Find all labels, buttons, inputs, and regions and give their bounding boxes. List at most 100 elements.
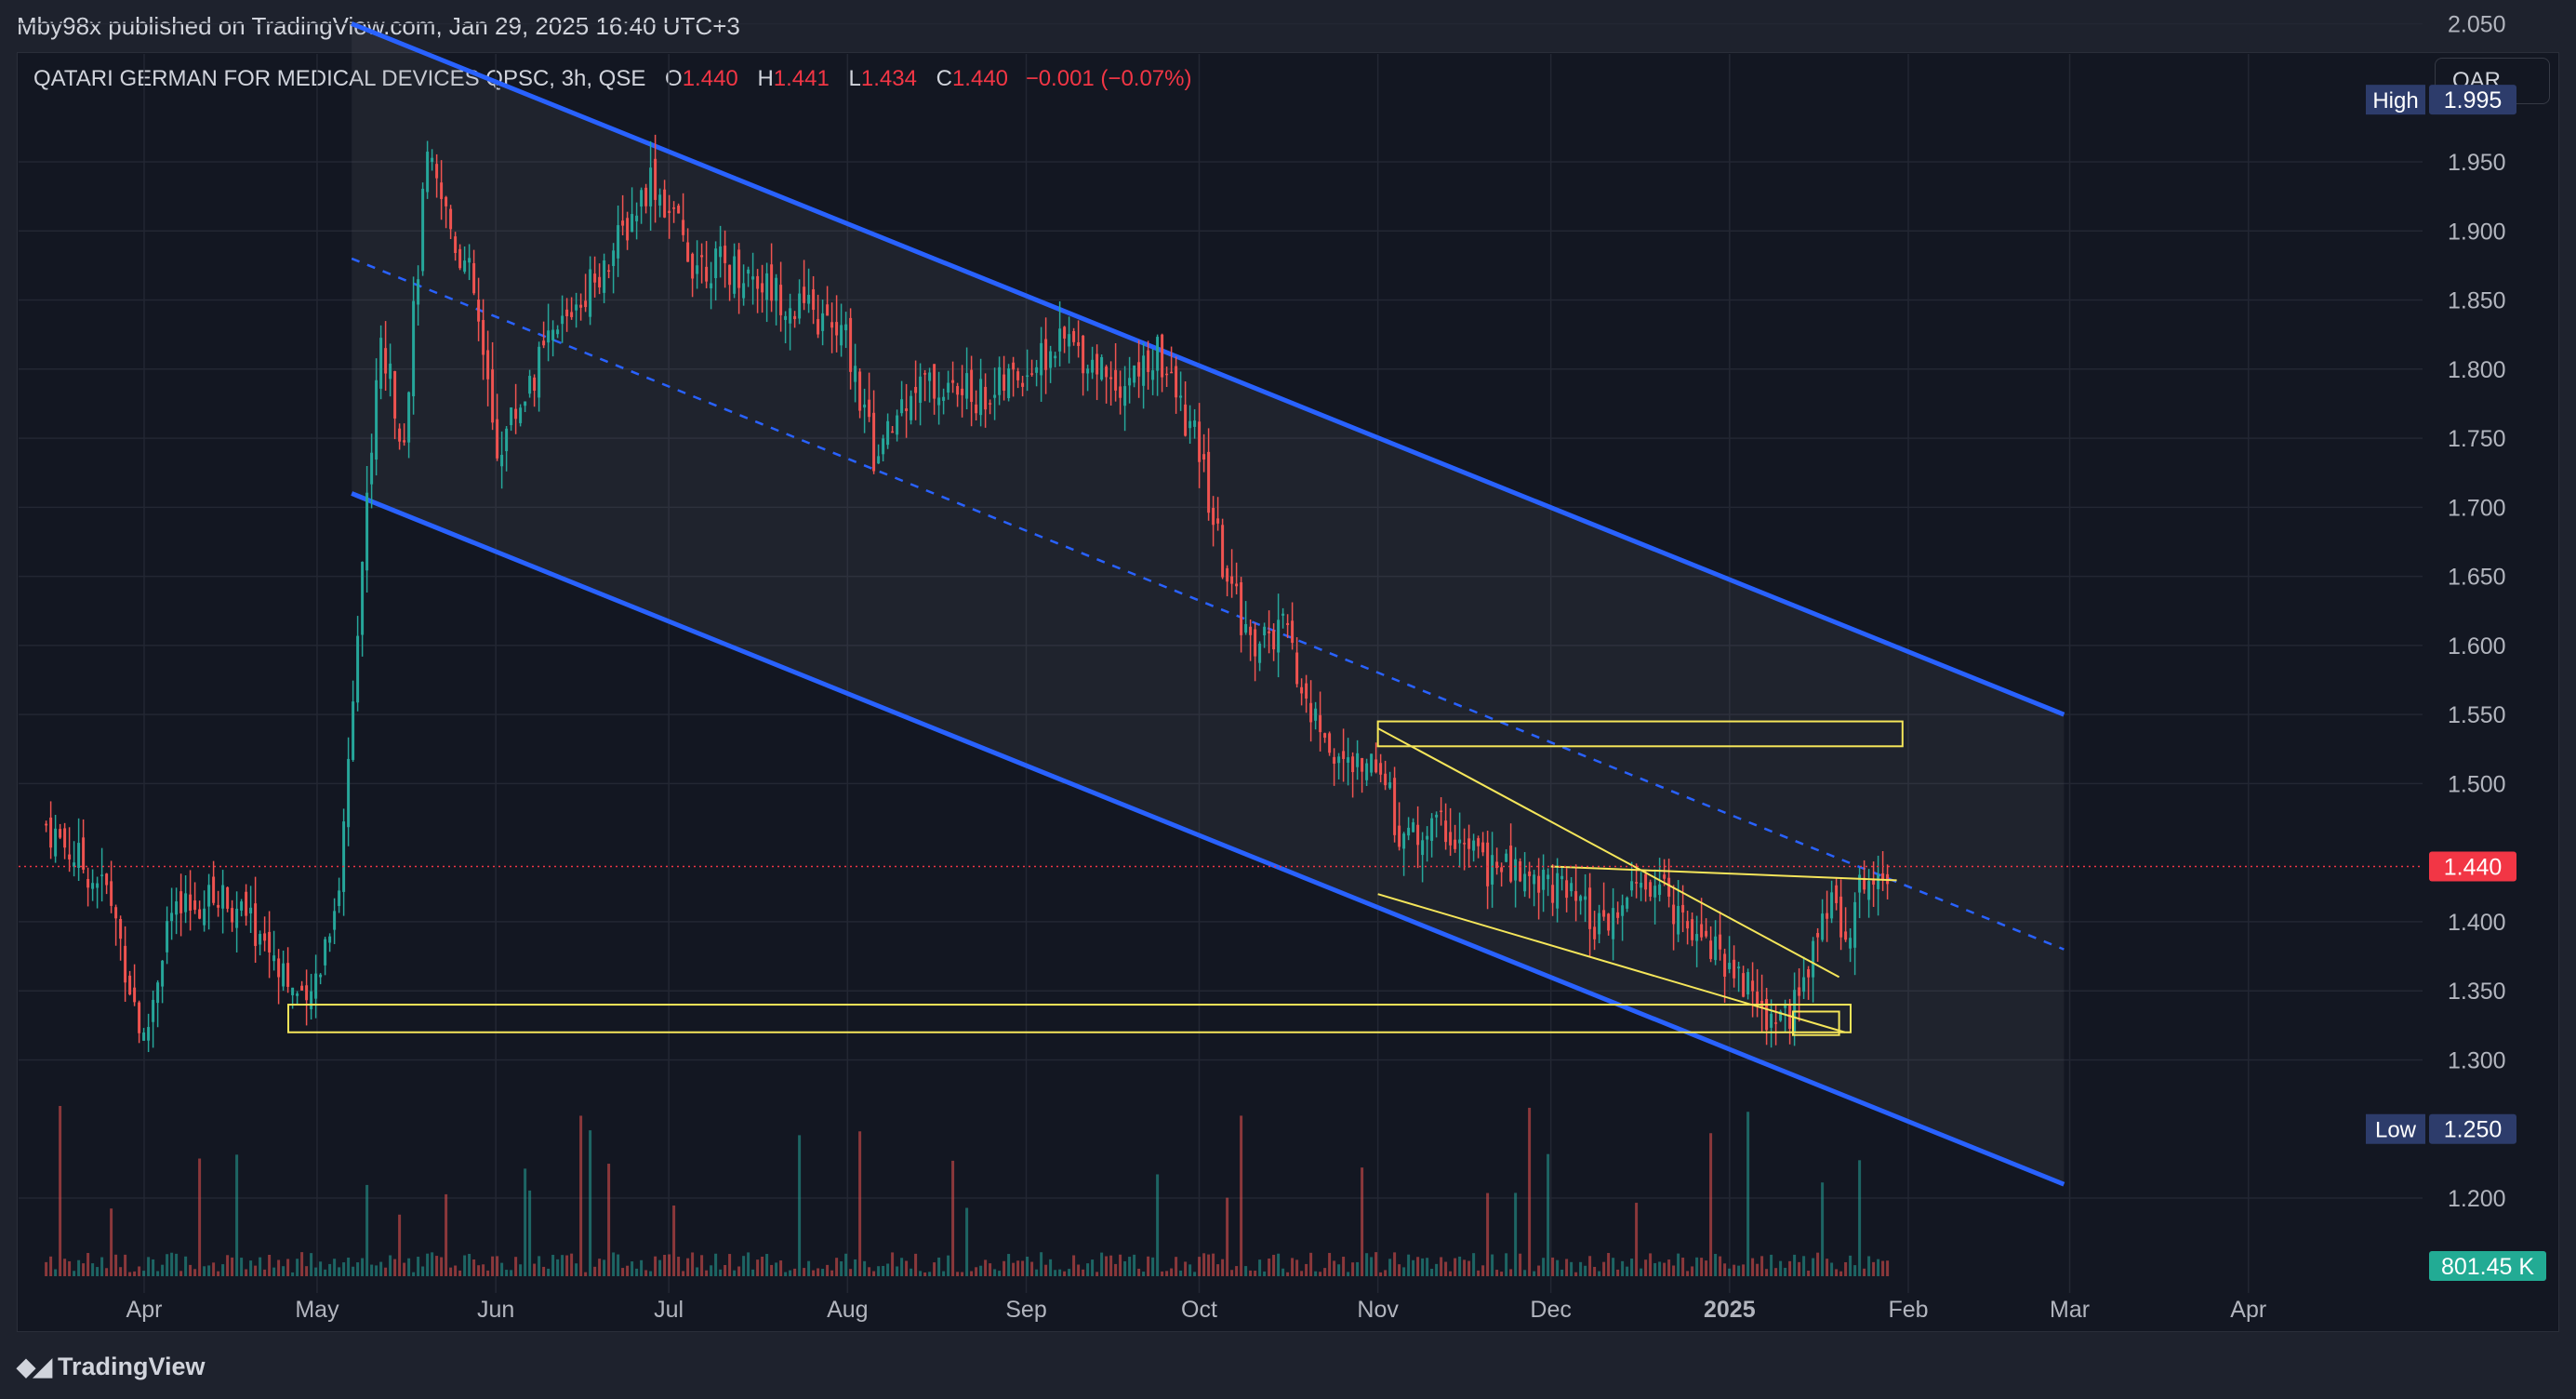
candle-body <box>849 317 853 372</box>
candle-body <box>1630 881 1634 891</box>
y-tick-label: 1.200 <box>2448 1186 2506 1212</box>
price-change: −0.001 (−0.07%) <box>1025 66 1192 91</box>
volume-bar <box>412 1272 416 1276</box>
candle-body <box>1342 751 1346 759</box>
volume-bar <box>263 1269 267 1276</box>
volume-bar <box>1667 1259 1671 1276</box>
candle-body <box>1044 339 1048 370</box>
candle-body <box>942 396 946 401</box>
volume-bar <box>77 1259 81 1276</box>
candle-body <box>1551 885 1555 903</box>
volume-bar <box>854 1259 857 1276</box>
volume-bar <box>868 1267 871 1276</box>
volume-bar <box>505 1270 509 1276</box>
volume-bar <box>1635 1203 1639 1276</box>
volume-bar <box>1226 1197 1229 1276</box>
volume-bar <box>268 1254 272 1276</box>
volume-bar <box>277 1259 281 1276</box>
candle-body <box>1477 838 1481 846</box>
candle-body <box>1677 906 1680 935</box>
volume-bar <box>691 1252 695 1276</box>
volume-bar <box>919 1271 923 1276</box>
volume-bar <box>231 1257 234 1276</box>
volume-bar <box>807 1260 811 1276</box>
volume-bar <box>1547 1153 1550 1276</box>
volume-bar <box>1556 1259 1560 1276</box>
volume-bar <box>1523 1270 1527 1276</box>
candle-body <box>626 218 630 241</box>
candle-body <box>1142 355 1146 386</box>
candle-body <box>1649 882 1653 897</box>
candle-body <box>370 452 374 485</box>
candle-body <box>426 152 430 193</box>
volume-bar <box>644 1270 648 1276</box>
chart-pane[interactable] <box>17 52 2559 1332</box>
volume-bar <box>1584 1265 1587 1276</box>
volume-bar <box>1212 1253 1215 1276</box>
volume-bar <box>45 1261 48 1276</box>
candle-body <box>1714 936 1718 961</box>
volume-bar <box>1607 1252 1611 1276</box>
volume-bar <box>668 1254 671 1276</box>
candle-body <box>407 392 411 443</box>
candle-body <box>1733 959 1736 979</box>
candle-body <box>1016 371 1020 380</box>
candle-body <box>1007 368 1011 399</box>
candle-body <box>1691 919 1694 940</box>
candle-body <box>1523 873 1527 892</box>
candle-body <box>1514 859 1518 881</box>
volume-bar <box>1481 1265 1485 1276</box>
candle-body <box>249 907 253 913</box>
candle-body <box>110 881 113 906</box>
volume-bar <box>314 1267 318 1276</box>
x-tick-label: Nov <box>1357 1297 1399 1323</box>
volume-bar <box>751 1269 755 1276</box>
volume-bar <box>1807 1271 1811 1276</box>
tradingview-logo[interactable]: ◆◢ TradingView <box>17 1351 206 1382</box>
volume-bar <box>1793 1254 1797 1276</box>
volume-bar <box>324 1269 327 1276</box>
candle-body <box>133 987 137 1003</box>
volume-bar <box>1533 1271 1536 1276</box>
volume-bar <box>1705 1260 1708 1276</box>
candle-body <box>724 246 727 263</box>
volume-bar <box>882 1265 885 1276</box>
candle-body <box>1635 882 1639 884</box>
candle-body <box>314 973 318 999</box>
volume-bar <box>1812 1258 1815 1276</box>
volume-bar <box>1049 1259 1053 1276</box>
volume-bar <box>914 1253 918 1276</box>
candle-body <box>328 936 332 943</box>
candle-body <box>1565 880 1569 899</box>
candle-body <box>1644 873 1648 890</box>
candle-body <box>1798 987 1801 996</box>
volume-bar <box>1835 1269 1839 1276</box>
candle-body <box>510 407 513 426</box>
candle-body <box>1653 886 1657 898</box>
candle-body <box>1156 337 1160 371</box>
volume-bar <box>133 1271 137 1276</box>
candle-body <box>854 366 857 382</box>
volume-bar <box>417 1257 420 1276</box>
candle-body <box>1547 874 1550 880</box>
volume-bar <box>491 1256 495 1276</box>
volume-bar <box>286 1259 290 1276</box>
candle-body <box>1612 908 1615 939</box>
candle-body <box>1844 931 1848 940</box>
volume-bar <box>649 1271 653 1276</box>
volume-bar <box>1728 1268 1732 1276</box>
candle-body <box>1147 350 1150 372</box>
candle-body <box>319 974 323 978</box>
volume-bar <box>1802 1256 1806 1276</box>
low-badge-label: Low <box>2375 1118 2417 1143</box>
volume-bar <box>1156 1174 1160 1276</box>
y-tick-label: 1.400 <box>2448 910 2506 936</box>
volume-bar <box>1858 1160 1862 1276</box>
candle-body <box>1105 366 1109 378</box>
candle-body <box>770 264 774 301</box>
y-tick-label: 1.950 <box>2448 150 2506 176</box>
volume-bar <box>1393 1252 1397 1276</box>
volume-bar <box>556 1259 560 1276</box>
candle-body <box>500 454 504 467</box>
